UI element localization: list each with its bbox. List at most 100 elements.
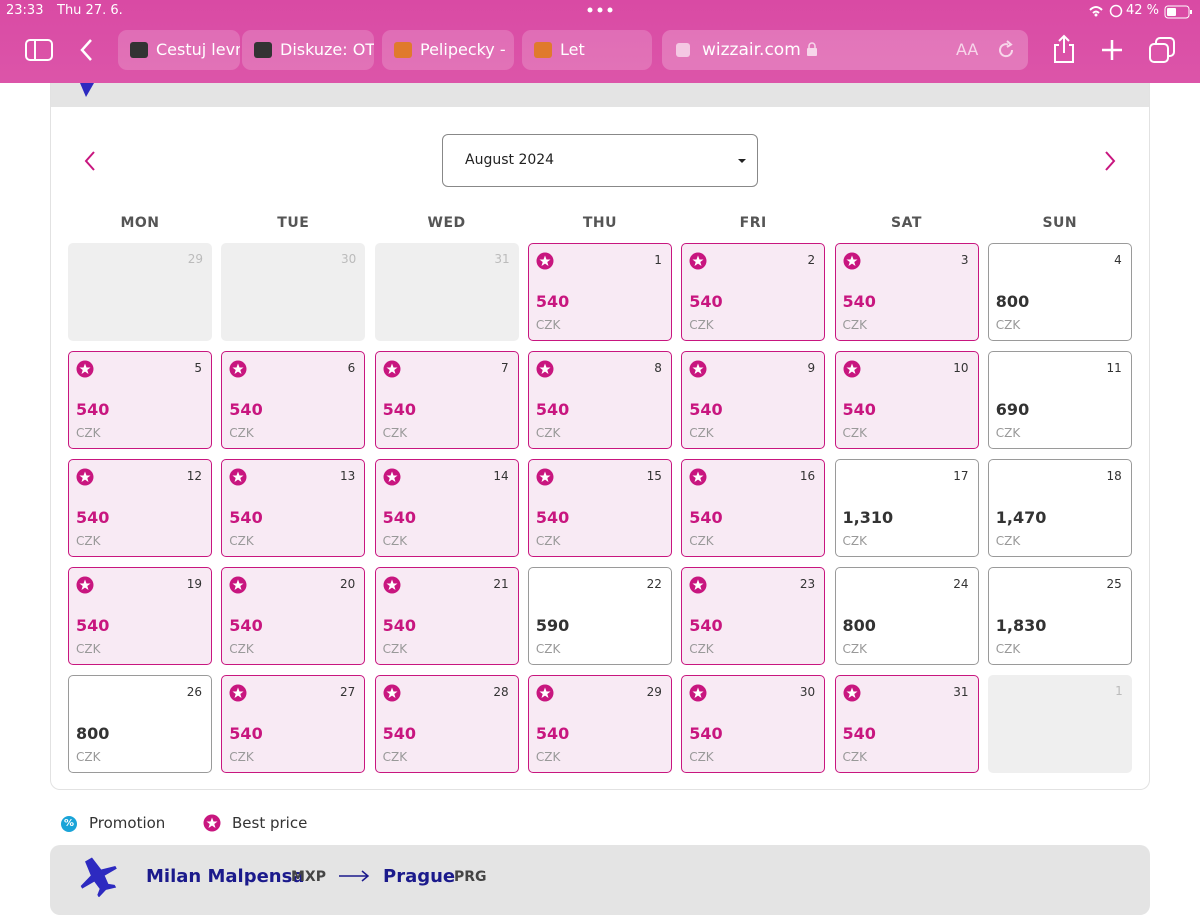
day-number: 6 [347,361,356,375]
day-cell[interactable]: 3 540 CZK [834,243,979,341]
day-cell[interactable]: 15 540 CZK [527,459,672,557]
day-cell[interactable]: 14 540 CZK [374,459,519,557]
day-cell[interactable]: 8 540 CZK [527,351,672,449]
price: 1,470 [995,508,1047,527]
price: 540 [535,508,570,527]
price: 540 [689,616,723,635]
price: 540 [382,724,416,743]
currency: CZK [76,642,101,656]
day-number: 25 [1106,577,1122,591]
text-size-button[interactable]: AA [956,40,979,59]
day-cell[interactable]: 13 540 CZK [221,459,366,557]
day-cell[interactable]: 12 540 CZK [68,459,212,557]
best-price-icon [536,684,554,706]
day-cell[interactable]: 18 1,470 CZK [987,459,1132,557]
currency: CZK [229,642,254,656]
day-number: 22 [646,577,662,591]
reload-button[interactable] [996,40,1016,60]
price: 690 [995,400,1030,419]
price: 540 [382,508,416,527]
day-cell[interactable]: 22 590 CZK [527,567,672,665]
day-cell[interactable]: 7 540 CZK [374,351,519,449]
day-cell[interactable]: 10 540 CZK [834,351,979,449]
share-button[interactable] [1052,34,1076,64]
month-select[interactable]: August 2024 [442,134,758,187]
promotion-icon: % [63,818,75,829]
day-cell[interactable]: 28 540 CZK [374,675,519,773]
calendar-card [50,83,1150,790]
day-cell[interactable]: 21 540 CZK [374,567,519,665]
multitask-dots[interactable] [586,6,614,14]
day-number: 1 [1115,684,1123,698]
currency: CZK [229,426,254,440]
browser-toolbar [0,0,1200,83]
day-cell[interactable]: 16 540 CZK [681,459,826,557]
browser-tab[interactable]: Diskuze: OT [242,30,374,70]
day-cell[interactable]: 27 540 CZK [221,675,366,773]
day-cell[interactable]: 25 1,830 CZK [987,567,1132,665]
day-number: 8 [654,361,662,375]
currency: CZK [842,642,867,656]
price: 540 [382,400,416,419]
day-cell[interactable]: 9 540 CZK [681,351,826,449]
price: 800 [76,724,110,743]
day-cell[interactable]: 29 540 CZK [527,675,672,773]
day-cell[interactable]: 6 540 CZK [221,351,366,449]
day-cell[interactable]: 23 540 CZK [681,567,826,665]
day-cell[interactable]: 11 690 CZK [987,351,1132,449]
day-cell[interactable]: 31 540 CZK [834,675,979,773]
best-price-icon [536,252,554,274]
price: 540 [842,292,876,311]
tabs-button[interactable] [1148,36,1176,64]
currency: CZK [229,750,254,764]
browser-tab[interactable]: Let [522,30,652,70]
day-number: 2 [807,253,816,267]
weekday-label: SAT [891,215,922,231]
price: 540 [76,616,110,635]
day-cell[interactable]: 2 540 CZK [681,243,826,341]
prev-month[interactable] [82,150,98,172]
best-price-icon [843,684,861,706]
day-cell[interactable]: 1 540 CZK [527,243,672,341]
price: 540 [535,724,570,743]
plane-icon [80,857,117,897]
day-number: 29 [187,252,203,266]
day-number: 19 [186,577,202,591]
best-price-icon [76,468,94,490]
price: 540 [535,292,570,311]
back-button[interactable] [78,38,96,62]
currency: CZK [995,426,1021,440]
tab-favicon [394,42,412,58]
day-number: 4 [1114,253,1122,267]
best-price-icon [383,684,401,706]
day-number: 9 [807,361,816,375]
url: wizzair.com [702,40,801,60]
day-cell[interactable]: 20 540 CZK [221,567,366,665]
day-cell[interactable]: 5 540 CZK [68,351,212,449]
currency: CZK [382,426,408,440]
price: 540 [382,616,416,635]
next-month[interactable] [1102,150,1118,172]
currency: CZK [76,534,101,548]
price: 540 [76,508,110,527]
address-bar[interactable]: wizzair.com AA [662,30,1028,70]
day-cell[interactable]: 26 800 CZK [68,675,212,773]
price: 1,830 [995,616,1047,635]
new-tab-button[interactable] [1100,38,1124,62]
currency: CZK [842,426,867,440]
browser-tab[interactable]: Cestuj levn [118,30,240,70]
day-number: 24 [953,577,969,591]
sidebar-button[interactable] [24,38,54,62]
day-cell[interactable]: 17 1,310 CZK [834,459,979,557]
currency: CZK [382,534,408,548]
origin-code: MXP [291,869,326,885]
currency: CZK [842,750,867,764]
price: 540 [689,292,723,311]
day-cell[interactable]: 19 540 CZK [68,567,212,665]
browser-tab[interactable]: Pelipecky - [382,30,514,70]
legend-best-price: Best price [232,814,308,832]
promotion-icon-bg [61,816,77,832]
day-cell[interactable]: 30 540 CZK [681,675,826,773]
day-cell[interactable]: 24 800 CZK [834,567,979,665]
day-cell[interactable]: 4 800 CZK [987,243,1132,341]
